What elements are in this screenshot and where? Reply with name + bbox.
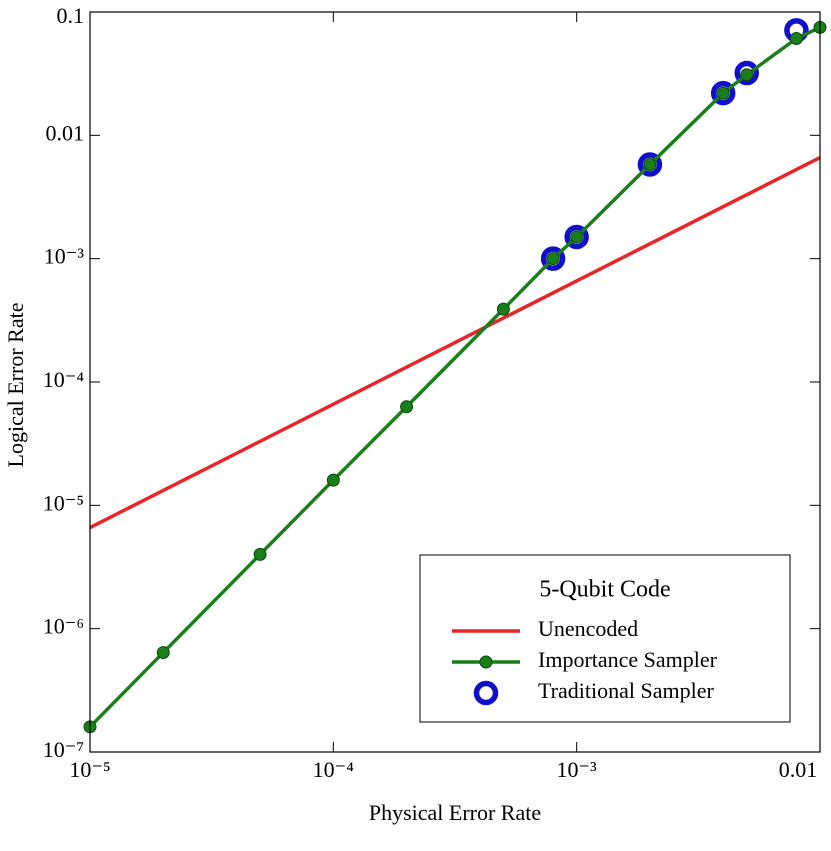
y-tick-label: 10⁻⁶: [43, 614, 84, 639]
data-point: [156, 646, 170, 660]
y-axis-label: Logical Error Rate: [3, 303, 28, 468]
data-point: [740, 68, 754, 82]
x-tick-label: 10⁻⁴: [313, 757, 355, 782]
legend-marker: [479, 655, 493, 669]
x-axis-label: Physical Error Rate: [369, 800, 541, 825]
legend-label: Traditional Sampler: [538, 678, 714, 703]
y-tick-label: 10⁻⁴: [43, 367, 85, 392]
series-line: [90, 156, 820, 530]
x-tick-label: 0.01: [779, 757, 818, 782]
data-point: [326, 473, 340, 487]
data-point: [789, 31, 803, 45]
data-point: [400, 400, 414, 414]
y-tick-label: 0.01: [46, 120, 85, 145]
y-tick-label: 10⁻³: [44, 244, 85, 269]
y-tick-label: 10⁻⁷: [43, 737, 84, 762]
data-point: [496, 302, 510, 316]
y-tick-label: 10⁻⁵: [43, 490, 84, 515]
legend-label: Importance Sampler: [538, 647, 718, 672]
legend-marker: [473, 680, 499, 706]
data-point: [253, 547, 267, 561]
x-tick-label: 10⁻³: [557, 757, 598, 782]
legend-label: Unencoded: [538, 616, 638, 641]
data-point: [570, 230, 584, 244]
x-tick-label: 10⁻⁵: [69, 757, 110, 782]
data-point: [716, 86, 730, 100]
data-point: [546, 252, 560, 266]
y-tick-label: 0.1: [57, 3, 85, 28]
data-point: [643, 158, 657, 172]
plot-frame: [89, 11, 821, 753]
legend-title: 5-Qubit Code: [539, 577, 670, 603]
